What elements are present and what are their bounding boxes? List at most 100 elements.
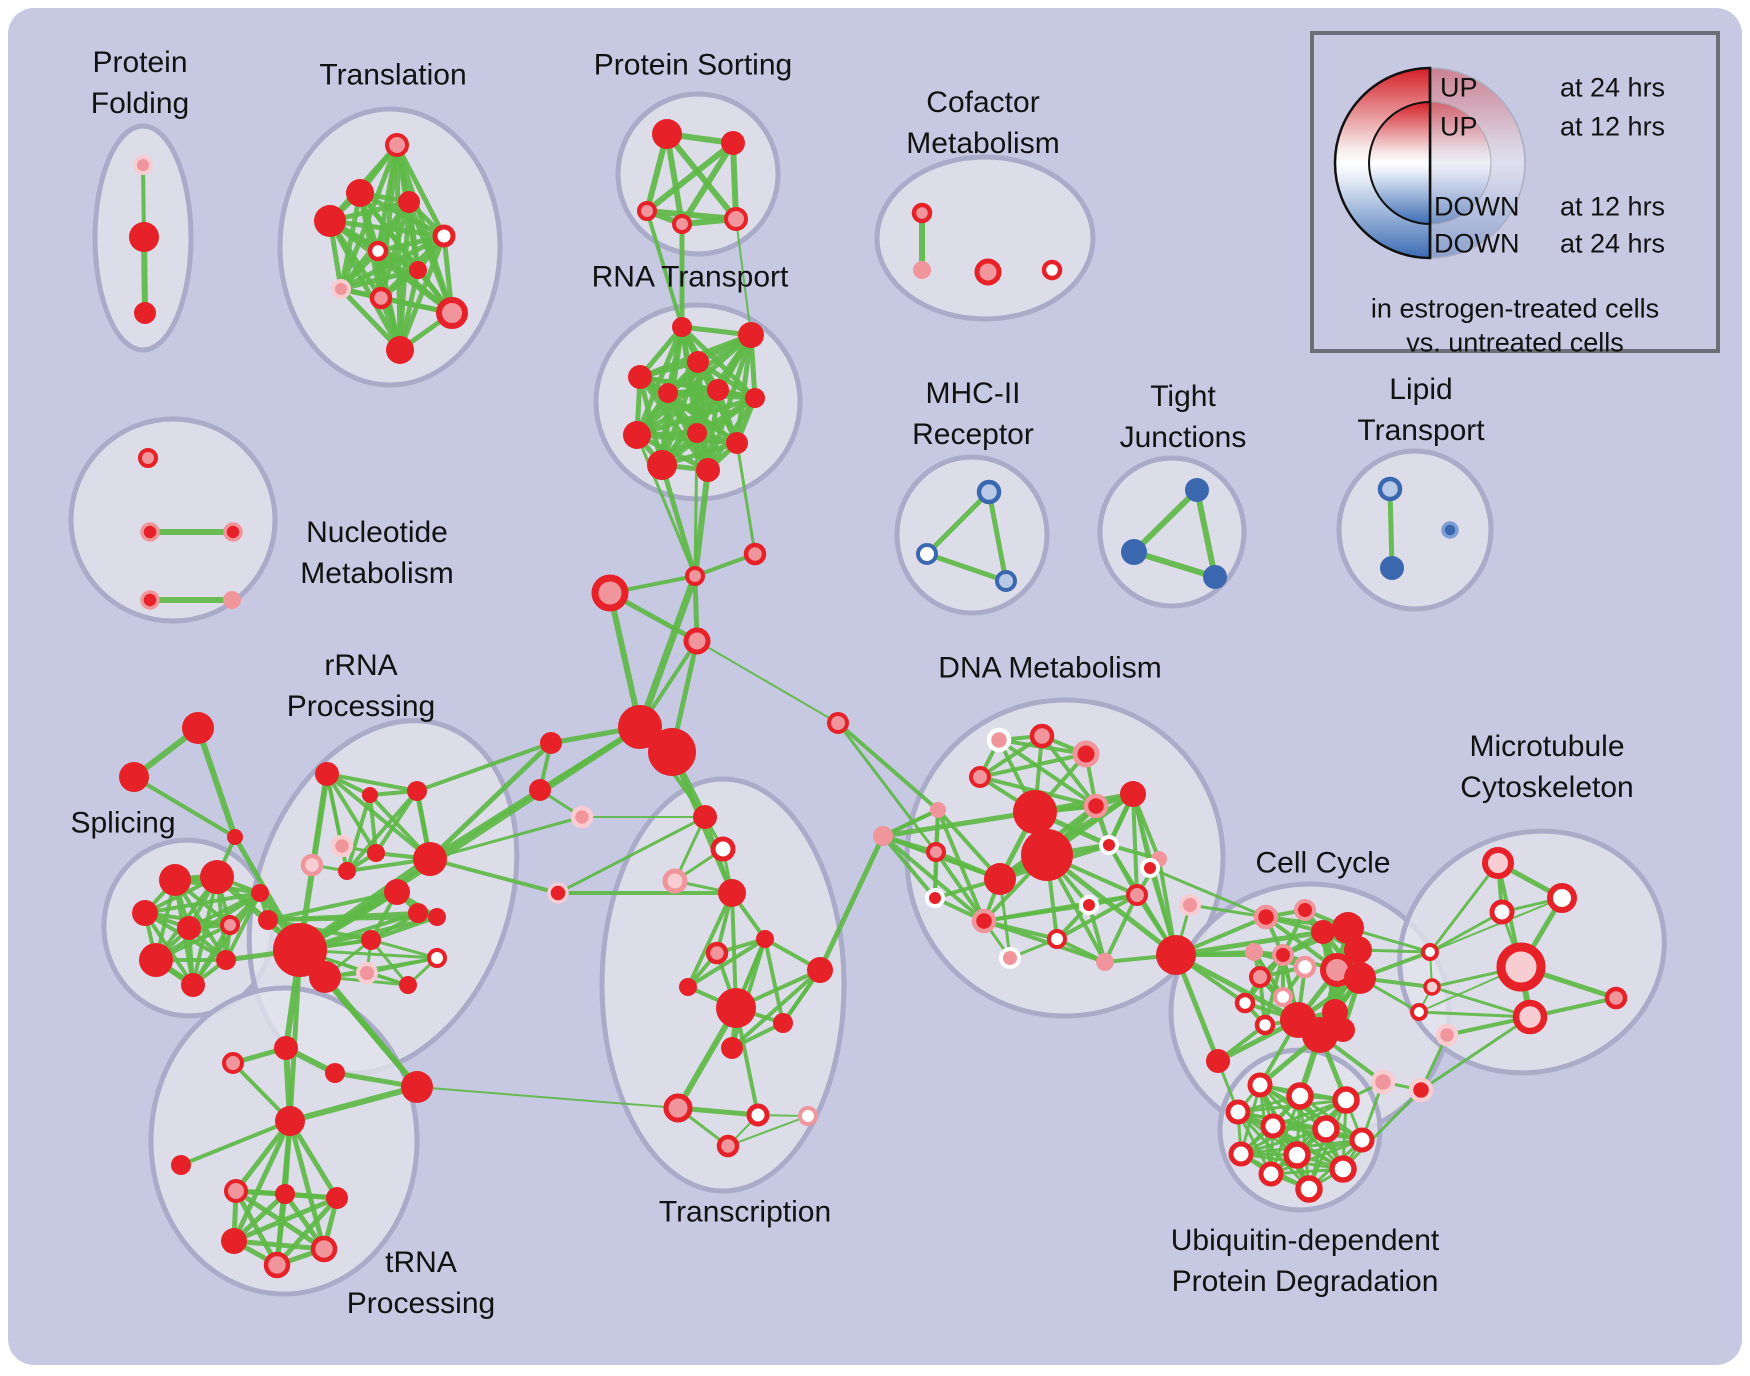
node-rt8 — [623, 421, 651, 449]
edge — [345, 789, 419, 873]
node-tj3 — [1203, 565, 1227, 589]
node-tn1 — [274, 1036, 298, 1060]
cluster-bubble-mhc-ii-receptor — [894, 454, 1050, 616]
edge — [132, 775, 237, 839]
node-cc13 — [1254, 1014, 1276, 1036]
node-cc16 — [1302, 1017, 1338, 1053]
node-dm19 — [1096, 953, 1114, 971]
node-tc3 — [662, 868, 688, 894]
edge — [1131, 792, 1139, 897]
node-tc14 — [798, 1106, 818, 1126]
node-ub9 — [1283, 1141, 1311, 1169]
node-rr6 — [367, 844, 385, 862]
edge — [345, 793, 372, 873]
node-ub2 — [1286, 1082, 1314, 1110]
node-tj2 — [1121, 539, 1147, 565]
edge — [1131, 549, 1218, 580]
legend-updown-glyph — [1333, 66, 1526, 260]
legend-down-24-label: DOWN — [1434, 228, 1520, 259]
node-ub6 — [1312, 1115, 1340, 1143]
node-kn1 — [618, 705, 662, 749]
node-tc4 — [718, 879, 746, 907]
node-rr18 — [399, 976, 417, 994]
node-kn10 — [529, 779, 551, 801]
edge — [231, 1195, 340, 1244]
edge — [368, 793, 378, 855]
edge — [154, 891, 262, 962]
edge — [881, 834, 986, 923]
node-ub12 — [1295, 1175, 1323, 1203]
node-rr17 — [356, 962, 378, 984]
edge — [730, 968, 822, 1050]
edge — [664, 131, 685, 227]
node-dm18 — [1047, 929, 1067, 949]
cluster-label-ubiquitin-degradation: Ubiquitin-dependent Protein Degradation — [1170, 1224, 1440, 1298]
node-cc11 — [1249, 966, 1271, 988]
node-ub10 — [1329, 1155, 1357, 1183]
edge — [233, 1188, 280, 1268]
node-rr11 — [273, 923, 327, 977]
node-ps5 — [724, 207, 748, 231]
edge — [644, 140, 736, 214]
node-rt5 — [658, 383, 678, 403]
edge — [1055, 893, 1139, 941]
node-tr2 — [346, 179, 374, 207]
node-pf1 — [133, 155, 153, 175]
node-kn13 — [827, 712, 849, 734]
cluster-label-nucleotide-metabolism: Nucleotide Metabolism — [300, 516, 454, 590]
edge — [338, 286, 403, 353]
cluster-bubble-cofactor-metabolism — [874, 154, 1096, 322]
edge — [607, 590, 643, 730]
node-tc7 — [679, 978, 697, 996]
node-tn6 — [171, 1155, 191, 1175]
cluster-bubble-transcription — [599, 776, 847, 1194]
cluster-label-protein-folding: Protein Folding — [90, 46, 190, 120]
node-rr3 — [407, 781, 427, 801]
node-mt2 — [1547, 883, 1577, 913]
node-kn6 — [873, 826, 893, 846]
node-tc8 — [807, 957, 833, 983]
edge — [997, 738, 1098, 808]
cluster-label-cofactor-metabolism: Cofactor Metabolism — [906, 86, 1060, 160]
node-rr16 — [427, 948, 447, 968]
node-rr5 — [300, 853, 324, 877]
edge — [327, 218, 447, 239]
node-rr2 — [362, 787, 378, 803]
edge — [1341, 1088, 1423, 1171]
node-kn4 — [685, 566, 705, 586]
node-sp2 — [200, 860, 234, 894]
node-kn2 — [648, 728, 696, 776]
node-sx3 — [227, 829, 243, 845]
edge — [686, 937, 767, 989]
cluster-label-rna-transport: RNA Transport — [591, 260, 789, 294]
edge — [369, 915, 439, 942]
legend-down-12-label: DOWN — [1434, 191, 1520, 222]
edge — [1148, 866, 1268, 919]
edge — [428, 857, 560, 895]
edge — [1419, 1015, 1532, 1092]
node-tc5 — [756, 930, 774, 948]
legend-left-inner-12h — [1368, 100, 1431, 226]
edge — [369, 938, 439, 960]
node-tr11 — [386, 336, 414, 364]
edge — [1429, 897, 1563, 953]
node-mt7 — [1435, 1023, 1459, 1047]
edge — [978, 734, 1044, 779]
node-tr8 — [331, 279, 351, 299]
cluster-label-lipid-transport: Lipid Transport — [1357, 373, 1485, 447]
edge — [224, 891, 262, 962]
edge — [664, 131, 739, 222]
node-mh1 — [976, 479, 1002, 505]
node-tn9 — [326, 1187, 348, 1209]
node-cc5 — [1344, 936, 1372, 964]
edge — [287, 1084, 420, 1124]
node-rr7 — [338, 862, 356, 880]
edge — [735, 441, 757, 556]
edge — [191, 875, 219, 987]
node-dm12 — [926, 842, 946, 862]
node-dm3 — [1072, 740, 1100, 768]
node-mt5 — [1604, 986, 1628, 1010]
node-tc12 — [663, 1093, 693, 1123]
edge — [880, 809, 1038, 839]
edge — [686, 891, 734, 989]
